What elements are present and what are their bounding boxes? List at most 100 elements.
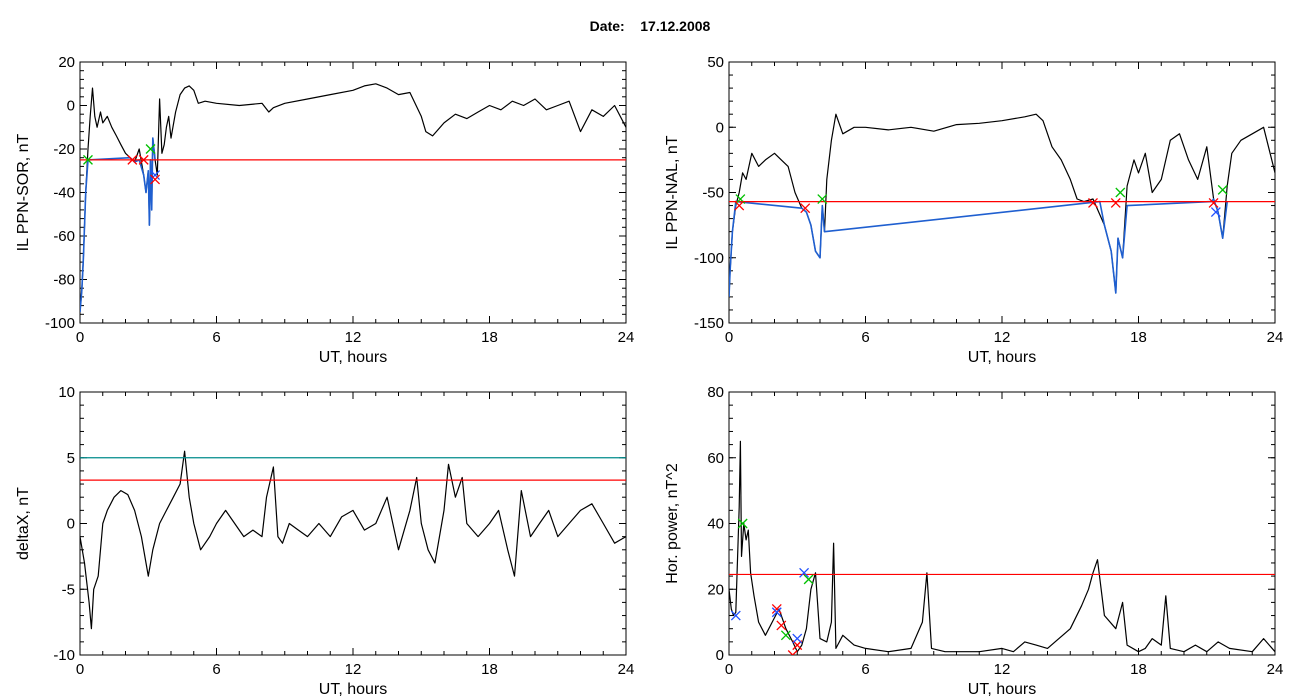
plot-frame [728,61,1276,324]
x-axis-label: UT, hours [319,681,387,698]
event-marker-stroke [1208,197,1219,208]
event-marker [1210,207,1221,218]
event-marker [771,607,782,618]
event-marker [1217,184,1228,195]
event-marker-stroke [150,174,161,185]
x-axis-label: UT, hours [319,349,387,366]
y-tick-label: 10 [58,384,75,401]
event-marker-stroke [800,203,811,214]
x-tick-label: 0 [725,329,733,346]
event-marker-stroke [150,170,161,181]
figure-date-header: Date: 17.12.2008 [0,18,1300,34]
y-tick-label: -100 [694,250,724,267]
chart-panel-deltax: 0 6 12 18 24 -10 -5 0 5 10 UT, hours deltaX, nT [15,384,634,698]
x-tick-label: 6 [861,329,869,346]
event-marker [150,170,161,181]
x-axis-label: UT, hours [968,349,1036,366]
x-tick-label: 12 [994,329,1011,346]
event-marker [776,620,787,631]
event-marker [127,154,138,165]
plot-area [729,440,1275,655]
event-marker-stroke [730,610,741,621]
x-tick-label: 12 [994,661,1011,678]
y-axis-label: deltaX, nT [15,487,32,560]
chart-panel-il-ppn-nal: 0 6 12 18 24 -150 -100 -50 0 50 UT, hours IL PPN-NA… [664,54,1283,366]
event-marker [145,144,156,154]
plot-area [729,113,1275,297]
y-tick-label: 50 [707,54,724,71]
event-marker-stroke [771,604,782,614]
y-tick-label: 40 [707,516,724,533]
y-tick-label: 20 [707,581,724,598]
y-tick-label: -150 [694,315,724,332]
series-line [80,450,626,630]
event-marker-stroke [145,144,156,154]
event-marker-stroke [817,194,828,204]
y-tick-label: -50 [702,185,724,202]
x-tick-label: 6 [212,661,220,678]
y-axis-label: IL PPN-SOR, nT [15,133,32,251]
x-tick-label: 18 [481,661,498,678]
chart-panel-hor-power: 0 6 12 18 24 0 20 40 60 80 UT, hours Hor. power, nT… [664,384,1283,698]
event-marker [1110,197,1121,208]
plot-frame [79,391,627,656]
x-axis-label: UT, hours [968,681,1036,698]
series-line [729,440,1275,653]
date-label: Date: [589,18,625,34]
event-marker-stroke [1210,207,1221,218]
series-line [80,83,626,313]
event-marker-stroke [737,518,748,529]
y-tick-label: 0 [716,647,724,664]
event-marker-stroke [792,633,803,644]
event-marker [83,154,93,165]
event-marker-stroke [771,607,782,618]
series-line [729,198,1228,297]
event-marker [787,650,798,655]
x-tick-label: 0 [76,661,84,678]
event-marker-stroke [799,567,810,578]
event-marker [800,203,811,214]
x-tick-label: 24 [618,661,635,678]
y-tick-label: -60 [53,228,75,245]
event-marker-stroke [787,650,794,655]
x-tick-label: 24 [1267,329,1284,346]
event-marker [771,604,782,614]
event-marker [1208,197,1219,208]
chart-panel-il-ppn-sor: 0 6 12 18 24 -100 -80 -60 -40 -20 0 20 UT, hours IL P… [15,54,634,366]
event-marker-stroke [1088,197,1098,208]
event-marker-stroke [735,194,746,204]
x-tick-label: 0 [76,329,84,346]
event-marker [803,574,814,585]
y-axis-label: IL PPN-NAL, nT [664,135,681,249]
event-marker-stroke [1115,187,1126,198]
event-marker [799,567,810,578]
plot-frame [728,391,1276,656]
event-marker [1088,197,1098,208]
event-marker [150,174,161,185]
series-line [729,113,1275,297]
y-tick-label: -100 [45,315,75,332]
event-marker [817,194,828,204]
x-tick-label: 12 [345,329,362,346]
series-line [80,137,156,313]
x-tick-label: 18 [1130,329,1147,346]
y-tick-label: 0 [67,516,75,533]
x-tick-label: 18 [1130,661,1147,678]
event-marker-stroke [83,154,93,165]
y-tick-label: 20 [58,54,75,71]
x-tick-label: 12 [345,661,362,678]
event-marker-stroke [791,650,798,655]
x-tick-label: 0 [725,661,733,678]
event-marker [730,610,741,621]
x-tick-label: 24 [618,329,635,346]
y-tick-label: -5 [62,581,75,598]
event-marker-stroke [138,154,149,165]
y-tick-label: -80 [53,272,75,289]
event-marker-stroke [1110,197,1121,208]
y-tick-label: 60 [707,450,724,467]
event-marker [1115,187,1126,198]
event-marker [737,518,748,529]
y-axis-label: Hor. power, nT^2 [664,463,681,584]
event-marker [138,154,149,165]
plot-area [80,450,626,630]
